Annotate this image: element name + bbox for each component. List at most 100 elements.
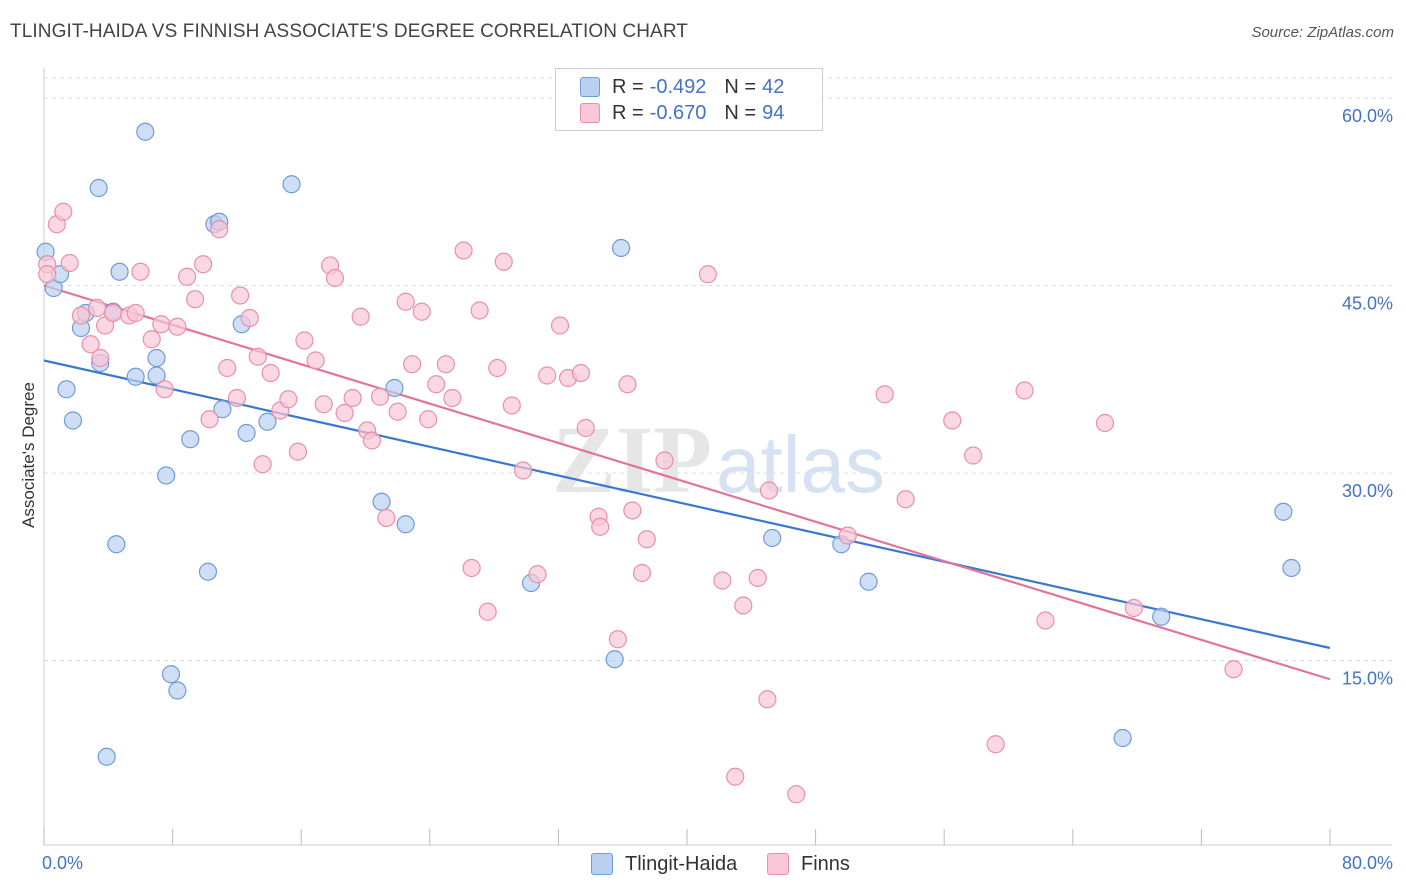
legend-row-finns: R = -0.670 N = 94 <box>580 100 784 126</box>
point-finns <box>838 526 857 545</box>
point-finns <box>436 355 455 374</box>
point-finns <box>210 220 229 239</box>
point-finns <box>787 785 806 804</box>
tick-labels: 15.0% 30.0% 45.0% 60.0% 0.0% 80.0% <box>42 106 1393 873</box>
point-finns <box>454 241 473 260</box>
point-finns <box>427 375 446 394</box>
chart-title: TLINGIT-HAIDA VS FINNISH ASSOCIATE'S DEG… <box>10 21 689 42</box>
point-finns <box>91 348 110 368</box>
point-finns <box>325 268 345 288</box>
watermark: ZIP atlas <box>552 406 885 513</box>
point-finns <box>231 286 250 305</box>
point-finns <box>488 358 507 378</box>
point-finns <box>261 363 280 383</box>
point-finns <box>943 411 962 430</box>
point-finns <box>576 418 595 438</box>
point-finns <box>253 455 272 474</box>
point-tlingit-haida <box>181 430 200 449</box>
point-finns <box>412 302 431 321</box>
point-finns <box>528 565 547 584</box>
point-finns <box>314 395 333 414</box>
point-finns <box>734 596 753 615</box>
point-finns <box>502 396 521 415</box>
point-tlingit-haida <box>1152 607 1171 626</box>
point-finns <box>54 202 73 221</box>
point-finns <box>38 265 57 284</box>
point-finns <box>758 690 777 709</box>
point-finns <box>1036 611 1055 630</box>
bottom-legend-swatch-pink <box>767 853 789 875</box>
point-tlingit-haida <box>282 175 301 194</box>
point-tlingit-haida <box>147 366 166 385</box>
point-tlingit-haida <box>157 466 176 485</box>
point-finns <box>550 316 570 335</box>
point-finns <box>896 490 915 509</box>
point-finns <box>396 292 415 311</box>
point-tlingit-haida <box>89 178 108 198</box>
point-finns <box>986 735 1005 754</box>
point-finns <box>155 380 174 399</box>
bottom-legend-swatch-blue <box>591 853 613 875</box>
point-finns <box>623 501 642 520</box>
point-finns <box>142 330 161 349</box>
point-finns <box>964 446 983 465</box>
point-finns <box>351 307 370 326</box>
watermark-zip: ZIP <box>552 406 712 513</box>
point-finns <box>513 461 533 480</box>
point-finns <box>186 290 205 309</box>
legend-swatch-pink <box>580 103 600 123</box>
point-finns <box>370 387 390 406</box>
point-finns <box>194 255 213 274</box>
point-finns <box>81 335 100 354</box>
point-finns <box>494 252 513 271</box>
point-finns <box>131 262 150 281</box>
trend-line-tlingit-haida <box>43 359 1331 650</box>
point-tlingit-haida <box>57 380 76 399</box>
point-tlingit-haida <box>213 400 232 419</box>
data-points <box>36 122 1301 804</box>
point-tlingit-haida <box>97 747 116 766</box>
point-finns <box>478 602 497 621</box>
point-finns <box>104 303 123 323</box>
legend-row-tlingit-haida: R = -0.492 N = 42 <box>580 74 784 100</box>
x-tick-label: 80.0% <box>1342 853 1393 873</box>
legend-n-value: 94 <box>762 101 785 124</box>
point-finns <box>713 571 732 590</box>
watermark-atlas: atlas <box>716 420 885 509</box>
bottom-legend-finns: Finns <box>767 852 850 876</box>
point-finns <box>403 355 422 374</box>
point-tlingit-haida <box>1282 558 1301 578</box>
point-finns <box>608 630 627 649</box>
x-tick-label: 0.0% <box>42 853 83 873</box>
point-tlingit-haida <box>605 650 624 669</box>
point-finns <box>470 301 489 320</box>
point-finns <box>748 568 767 588</box>
point-finns <box>1015 381 1034 400</box>
point-tlingit-haida <box>110 262 129 281</box>
y-tick-label: 15.0% <box>1342 669 1393 689</box>
point-finns <box>377 508 396 528</box>
point-finns <box>87 298 107 318</box>
source-label: Source: ZipAtlas.com <box>1251 24 1394 41</box>
point-tlingit-haida <box>372 492 391 511</box>
legend-n-value: 42 <box>762 75 785 98</box>
point-finns <box>306 351 325 370</box>
point-finns <box>875 385 894 404</box>
point-finns <box>538 366 557 385</box>
legend-r-label: R = <box>612 101 644 124</box>
point-finns <box>248 347 267 366</box>
point-finns <box>571 363 591 383</box>
y-axis-label: Associate's Degree <box>19 382 38 528</box>
point-tlingit-haida <box>198 562 218 581</box>
point-tlingit-haida <box>1274 502 1293 521</box>
point-tlingit-haida <box>136 122 155 141</box>
point-tlingit-haida <box>107 535 126 554</box>
legend-n-label: N = <box>724 101 757 124</box>
legend-swatch-blue <box>580 77 600 97</box>
point-tlingit-haida <box>147 348 166 368</box>
point-finns <box>218 358 237 378</box>
point-finns <box>227 388 246 408</box>
point-finns <box>288 442 308 461</box>
point-finns <box>726 767 745 786</box>
